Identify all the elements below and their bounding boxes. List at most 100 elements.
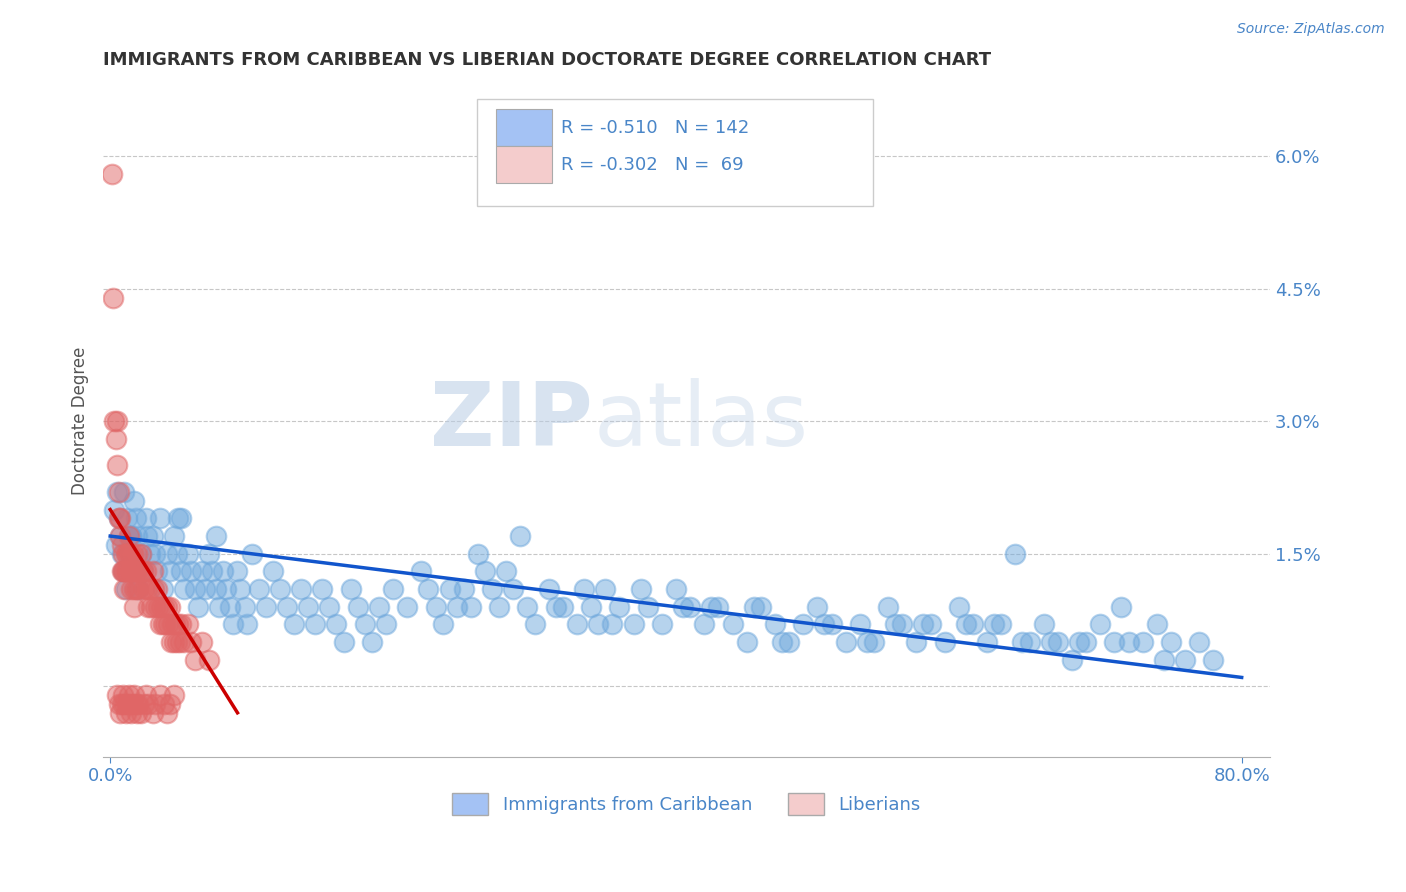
Point	[509, 529, 531, 543]
Point	[124, 511, 146, 525]
Point	[360, 635, 382, 649]
Point	[117, 547, 139, 561]
Point	[156, 599, 179, 614]
Point	[118, 697, 141, 711]
Point	[150, 599, 173, 614]
Point	[283, 617, 305, 632]
Point	[136, 582, 159, 596]
Point	[742, 599, 765, 614]
Point	[1074, 635, 1097, 649]
Point	[117, 688, 139, 702]
Point	[233, 599, 256, 614]
Point	[114, 547, 136, 561]
Point	[792, 617, 814, 632]
Point	[170, 617, 193, 632]
Point	[495, 565, 517, 579]
FancyBboxPatch shape	[496, 109, 553, 146]
Point	[110, 565, 132, 579]
Point	[170, 511, 193, 525]
Point	[1111, 599, 1133, 614]
Point	[138, 697, 160, 711]
Point	[114, 565, 136, 579]
Point	[304, 617, 326, 632]
Point	[254, 599, 277, 614]
Point	[1153, 653, 1175, 667]
Point	[609, 599, 631, 614]
Point	[551, 599, 574, 614]
Point	[134, 582, 156, 596]
Point	[112, 565, 135, 579]
Point	[155, 617, 177, 632]
Point	[105, 414, 128, 428]
Point	[586, 617, 609, 632]
Point	[184, 582, 207, 596]
Point	[460, 599, 482, 614]
FancyBboxPatch shape	[496, 146, 553, 183]
Point	[131, 706, 153, 720]
Point	[152, 617, 174, 632]
Point	[163, 635, 186, 649]
Point	[121, 565, 143, 579]
Point	[112, 484, 135, 499]
Point	[114, 706, 136, 720]
Point	[125, 565, 148, 579]
Point	[311, 582, 333, 596]
Point	[159, 599, 181, 614]
Point	[107, 697, 129, 711]
Point	[135, 688, 157, 702]
Point	[290, 582, 312, 596]
Point	[160, 635, 183, 649]
Point	[637, 599, 659, 614]
Point	[125, 706, 148, 720]
Point	[173, 582, 195, 596]
Point	[167, 511, 190, 525]
Point	[159, 697, 181, 711]
Point	[184, 653, 207, 667]
Point	[131, 547, 153, 561]
Point	[132, 565, 155, 579]
Point	[983, 617, 1005, 632]
Text: ZIP: ZIP	[430, 377, 593, 465]
Point	[208, 599, 231, 614]
Point	[148, 599, 170, 614]
Point	[153, 697, 176, 711]
Point	[122, 582, 145, 596]
Point	[108, 511, 131, 525]
Point	[115, 565, 138, 579]
Point	[467, 547, 489, 561]
Point	[159, 565, 181, 579]
Point	[111, 565, 134, 579]
Point	[297, 599, 319, 614]
Point	[167, 617, 190, 632]
Point	[353, 617, 375, 632]
Point	[721, 617, 744, 632]
Point	[112, 582, 135, 596]
Point	[163, 688, 186, 702]
Text: R = -0.302   N =  69: R = -0.302 N = 69	[561, 156, 744, 174]
Point	[191, 565, 214, 579]
Point	[806, 599, 828, 614]
Point	[120, 529, 142, 543]
Legend: Immigrants from Caribbean, Liberians: Immigrants from Caribbean, Liberians	[444, 785, 928, 822]
Point	[127, 697, 149, 711]
Point	[453, 582, 475, 596]
Point	[118, 565, 141, 579]
Point	[229, 582, 252, 596]
Point	[149, 511, 172, 525]
Point	[166, 547, 188, 561]
Point	[1018, 635, 1040, 649]
Point	[142, 529, 165, 543]
Point	[976, 635, 998, 649]
Point	[157, 617, 180, 632]
Point	[166, 635, 188, 649]
Point	[120, 565, 142, 579]
Point	[117, 529, 139, 543]
Point	[163, 529, 186, 543]
Point	[368, 599, 391, 614]
Point	[110, 547, 132, 561]
Point	[110, 697, 132, 711]
Point	[180, 565, 202, 579]
Point	[180, 635, 202, 649]
Point	[112, 697, 135, 711]
Point	[145, 599, 167, 614]
